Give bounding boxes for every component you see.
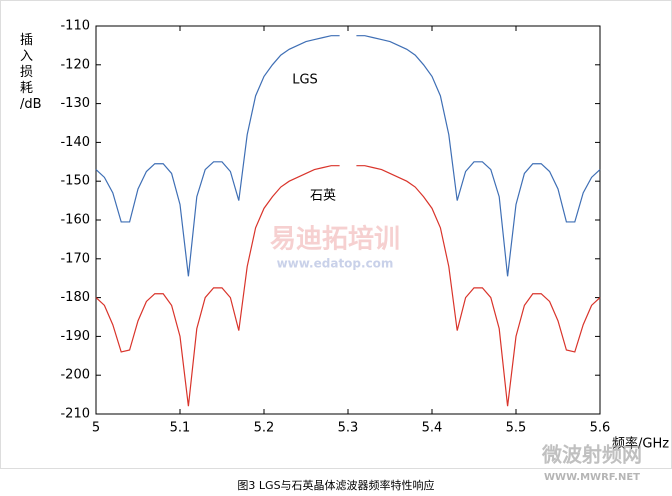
- y-tick-label: -120: [60, 57, 90, 72]
- y-tick-label: -160: [60, 213, 90, 228]
- x-tick-label: 5.6: [590, 421, 611, 436]
- x-tick-label: 5.4: [422, 421, 443, 436]
- series-line: [95, 35, 601, 277]
- x-axis-label: 频率/GHz: [612, 436, 669, 452]
- watermark: WWW.MWRF.NET: [544, 472, 640, 483]
- x-tick-label: 5: [92, 421, 100, 436]
- x-tick-label: 5.1: [170, 421, 191, 436]
- y-axis-label: 插入损耗/dB: [20, 33, 42, 112]
- y-tick-label: -180: [60, 290, 90, 305]
- y-tick-label: -130: [60, 96, 90, 111]
- watermark: 微波射频网: [541, 443, 642, 467]
- watermark: www.edatop.com: [277, 257, 394, 271]
- y-tick-label: -210: [60, 407, 90, 422]
- y-tick-label: -200: [60, 368, 90, 383]
- y-tick-label: -150: [60, 174, 90, 189]
- caption: 图3 LGS与石英晶体滤波器频率特性响应: [237, 478, 434, 492]
- x-tick-label: 5.2: [254, 421, 275, 436]
- y-tick-label: -190: [60, 329, 90, 344]
- y-tick-label: -140: [60, 135, 90, 150]
- series-line: [95, 165, 601, 407]
- x-tick-label: 5.3: [338, 421, 359, 436]
- y-tick-label: -170: [60, 251, 90, 266]
- annotation: LGS: [292, 73, 318, 88]
- plot-frame: [95, 25, 601, 415]
- x-tick-label: 5.5: [506, 421, 527, 436]
- y-tick-label: -110: [60, 19, 90, 34]
- annotation: 石英: [310, 189, 336, 204]
- watermark: 易迪拓培训: [270, 225, 400, 255]
